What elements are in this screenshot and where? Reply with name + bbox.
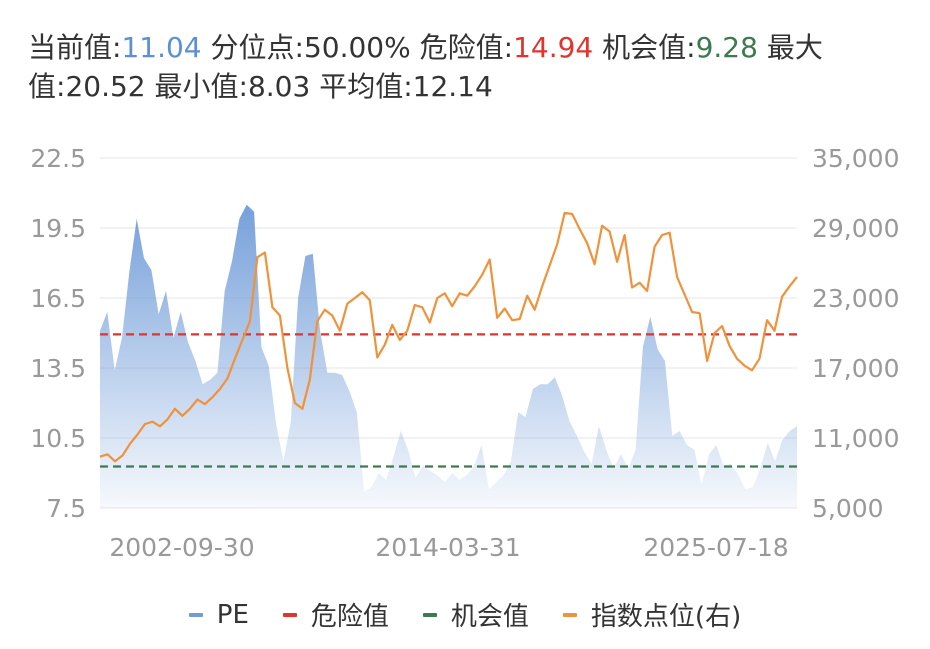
left-axis-tick-label: 19.5 [30,214,86,243]
legend-danger-swatch [282,612,297,617]
legend-index-label: 指数点位(右) [590,602,742,632]
legend-danger-label: 危险值 [310,602,389,632]
x-axis-tick-label: 2014-03-31 [375,533,520,562]
legend-index[interactable]: 指数点位(右) [562,596,742,633]
legend-opportunity[interactable]: 机会值 [422,596,529,633]
legend-opportunity-swatch [422,612,437,617]
right-axis-tick-label: 35,000 [812,144,899,173]
right-axis-tick-label: 29,000 [812,214,899,243]
right-axis-tick-label: 23,000 [812,284,899,313]
left-axis-tick-label: 22.5 [30,144,86,173]
legend-opportunity-label: 机会值 [450,602,529,632]
percentile-value: 50.00% [303,31,411,64]
x-axis-tick-label: 2025-07-18 [643,533,788,562]
left-axis-tick-label: 16.5 [30,284,86,313]
avg-value: 12.14 [412,70,493,103]
opportunity-value: 9.28 [695,31,758,64]
legend-pe-label: PE [216,599,249,630]
legend-pe[interactable]: PE [188,599,249,630]
min-label: 最小值: [154,70,248,103]
left-axis-tick-label: 10.5 [30,424,86,453]
opportunity-label: 机会值: [602,31,696,64]
current-label: 当前值: [28,31,122,64]
left-axis-tick-label: 13.5 [30,354,86,383]
legend-pe-swatch [188,612,203,617]
x-axis-tick-label: 2002-09-30 [109,533,254,562]
axis-labels: 7.5 5,000 10.5 11,000 13.5 17,000 16.5 23,000 19… [30,144,899,562]
left-axis-tick-label: 7.5 [46,494,86,523]
pe-chart: 7.5 5,000 10.5 11,000 13.5 17,000 16.5 23,000 19… [30,144,899,562]
right-axis-tick-label: 17,000 [812,354,899,383]
right-axis-tick-label: 11,000 [812,424,899,453]
summary-header: 当前值:11.04 分位点:50.00% 危险值:14.94 机会值:9.28 … [28,28,908,106]
danger-value: 14.94 [513,31,594,64]
max-label: 最大值: [28,31,823,103]
danger-label: 危险值: [419,31,514,64]
index-line [99,211,798,463]
current-value: 11.04 [121,31,202,64]
min-value: 8.03 [247,70,311,103]
right-axis-tick-label: 5,000 [812,494,884,523]
avg-label: 平均值: [319,70,413,103]
max-value: 20.52 [65,70,146,103]
pe-area-layer [100,204,797,508]
legend-index-swatch [562,612,577,617]
chart-legend: PE 危险值 机会值 指数点位(右) [0,596,930,633]
legend-danger[interactable]: 危险值 [282,596,389,633]
index-line-layer [99,211,798,463]
percentile-label: 分位点: [210,31,304,64]
pe-area [100,204,797,508]
